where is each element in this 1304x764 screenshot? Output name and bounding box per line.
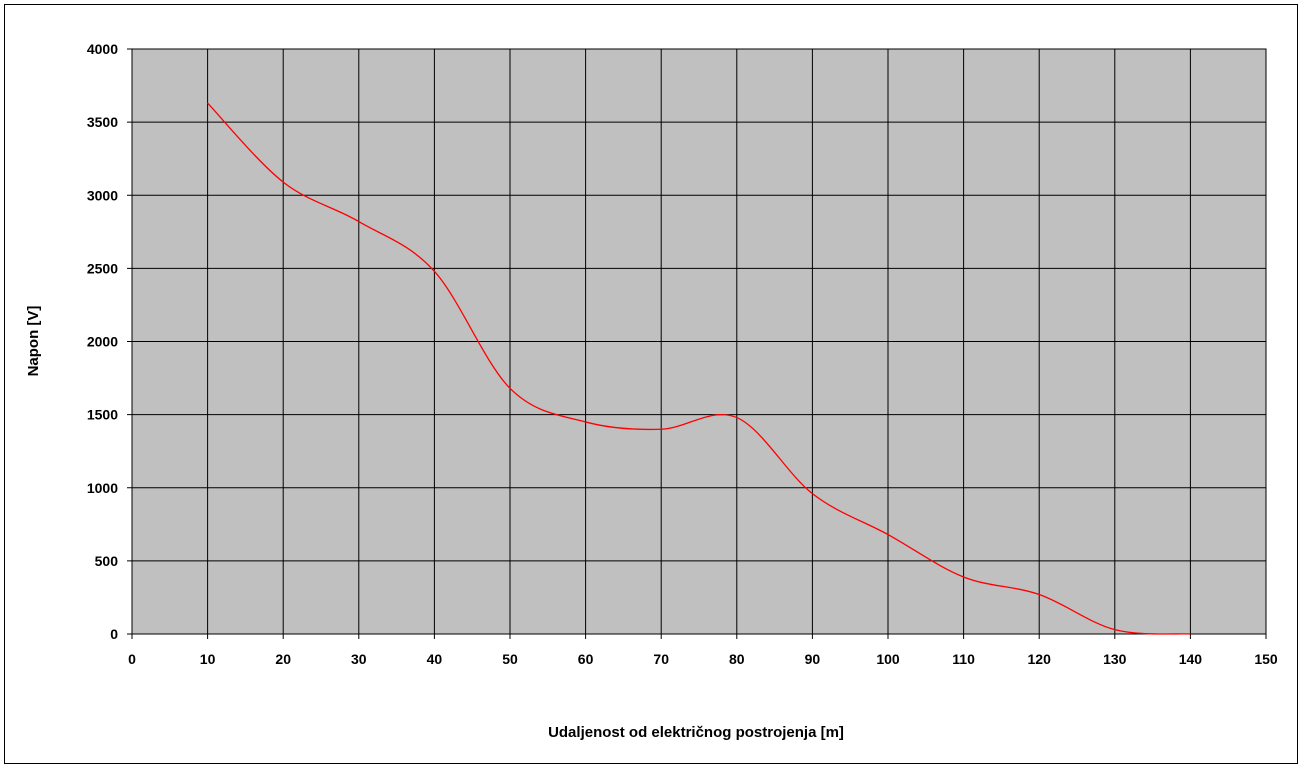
x-tick-label: 10 (200, 651, 216, 667)
y-tick-label: 3500 (87, 114, 118, 130)
x-tick-label: 100 (876, 651, 900, 667)
y-tick-label: 1500 (87, 407, 118, 423)
series-line (207, 102, 1191, 635)
y-axis-title: Napon [V] (25, 306, 42, 377)
x-tick-label: 90 (805, 651, 821, 667)
y-tick-label: 4000 (87, 41, 118, 57)
x-axis-title: Udaljenost od električnog postrojenja [m… (548, 724, 844, 741)
x-tick-label: 0 (128, 651, 136, 667)
x-tick-label: 30 (351, 651, 367, 667)
y-axis-ticks: 0 500 1000 1500 2000 2500 3000 3500 4000 (87, 41, 132, 642)
y-tick-label: 3000 (87, 187, 118, 203)
x-tick-label: 20 (275, 651, 291, 667)
x-tick-label: 80 (729, 651, 745, 667)
x-tick-label: 150 (1254, 651, 1278, 667)
x-tick-label: 50 (502, 651, 518, 667)
y-tick-label: 2000 (87, 334, 118, 350)
x-tick-label: 60 (578, 651, 594, 667)
y-tick-label: 1000 (87, 480, 118, 496)
y-tick-label: 500 (95, 553, 119, 569)
x-tick-label: 120 (1028, 651, 1052, 667)
x-axis-ticks: 0 10 20 30 40 50 60 70 80 90 100 110 120 130 140 150 (128, 634, 1278, 667)
grid-lines (131, 48, 1267, 635)
x-tick-label: 110 (952, 651, 975, 667)
y-tick-label: 2500 (87, 260, 118, 276)
y-tick-label: 0 (110, 626, 118, 642)
x-tick-label: 140 (1179, 651, 1203, 667)
x-tick-label: 70 (653, 651, 669, 667)
x-tick-label: 130 (1103, 651, 1127, 667)
x-tick-label: 40 (427, 651, 443, 667)
